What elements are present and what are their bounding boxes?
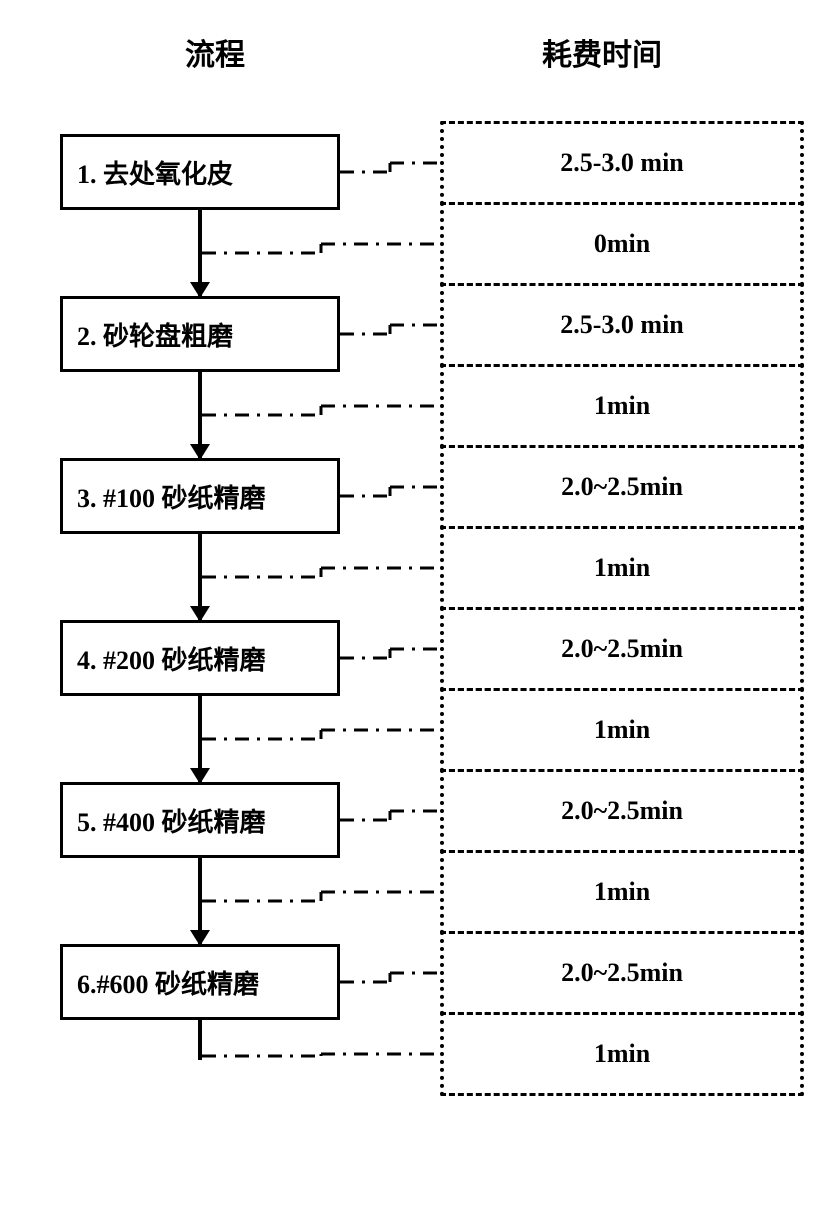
- time-box-8: 1min: [440, 688, 804, 772]
- header-flow: 流程: [20, 30, 380, 74]
- time-box-2: 0min: [440, 202, 804, 286]
- flow-arrow-5: [198, 858, 202, 944]
- flow-step-3: 3. #100 砂纸精磨: [60, 458, 340, 534]
- flow-step-5: 5. #400 砂纸精磨: [60, 782, 340, 858]
- time-box-6: 1min: [440, 526, 804, 610]
- headers: 流程 耗费时间: [20, 30, 804, 74]
- flow-arrow-1: [198, 210, 202, 296]
- time-box-12: 1min: [440, 1012, 804, 1096]
- time-box-9: 2.0~2.5min: [440, 769, 804, 853]
- time-box-4: 1min: [440, 364, 804, 448]
- flow-arrow-2: [198, 372, 202, 458]
- header-time: 耗费时间: [380, 30, 804, 74]
- time-column: 2.5-3.0 min0min2.5-3.0 min1min2.0~2.5min…: [380, 124, 804, 1096]
- time-box-5: 2.0~2.5min: [440, 445, 804, 529]
- content: 1. 去处氧化皮 2. 砂轮盘粗磨 3. #100 砂纸精磨 4. #200 砂纸精磨…: [20, 124, 804, 1096]
- flow-step-4: 4. #200 砂纸精磨: [60, 620, 340, 696]
- time-box-11: 2.0~2.5min: [440, 931, 804, 1015]
- flow-arrow-3: [198, 534, 202, 620]
- flow-arrow-4: [198, 696, 202, 782]
- flow-tail: [198, 1020, 202, 1060]
- time-box-7: 2.0~2.5min: [440, 607, 804, 691]
- flow-column: 1. 去处氧化皮 2. 砂轮盘粗磨 3. #100 砂纸精磨 4. #200 砂纸精磨…: [20, 124, 380, 1060]
- time-box-3: 2.5-3.0 min: [440, 283, 804, 367]
- time-box-10: 1min: [440, 850, 804, 934]
- flow-step-2: 2. 砂轮盘粗磨: [60, 296, 340, 372]
- time-box-1: 2.5-3.0 min: [440, 121, 804, 205]
- flow-step-6: 6.#600 砂纸精磨: [60, 944, 340, 1020]
- flow-step-1: 1. 去处氧化皮: [60, 134, 340, 210]
